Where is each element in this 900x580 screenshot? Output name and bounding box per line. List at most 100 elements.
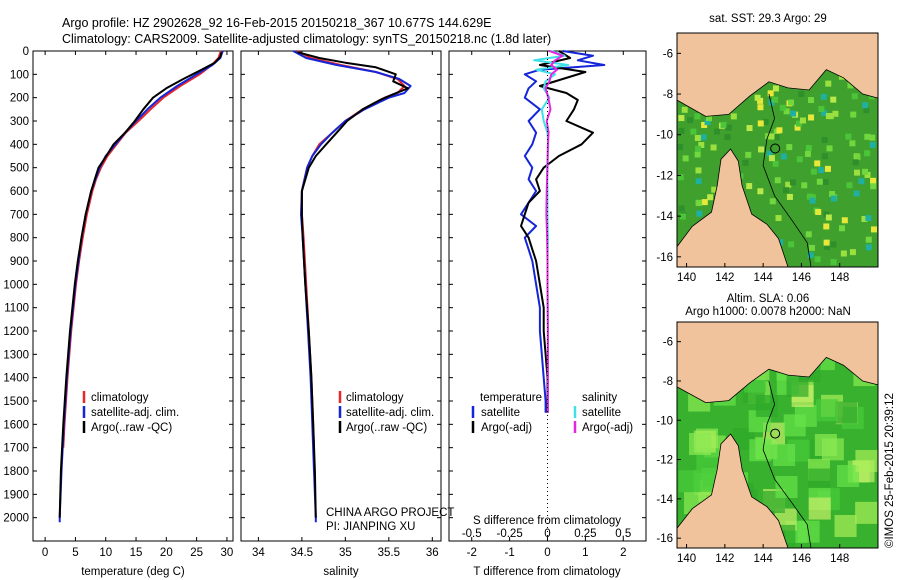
y-tick-label: 1200 [3,326,29,338]
map-frame [676,321,879,549]
map-cell [704,119,711,126]
y-tick-label: 1100 [4,303,29,315]
map-cell [829,191,836,198]
map-cell [821,137,828,144]
map-cell [746,183,753,190]
series-line-s-satellite [533,50,570,413]
map-cell [798,91,805,98]
map-cell [775,215,782,222]
land-cape-york [676,148,789,268]
map-cell [825,214,832,221]
lat-tick-label: -14 [656,211,673,223]
map-cell [768,99,775,106]
x-tick-label: -1 [504,547,514,559]
x-tick-label: 1 [582,547,588,559]
map-cell [678,115,685,122]
map-cell [754,94,761,101]
y-tick-label: 1700 [3,443,29,455]
map-cell [695,145,702,152]
x-tick-label: 20 [160,547,173,559]
x-tick-label: 34 [252,547,265,559]
map-cell [682,155,689,162]
map-cell [775,475,798,498]
x-tick-label: 0 [544,547,550,559]
map-cell [830,241,837,248]
map-cell [768,133,775,140]
map-cell [720,121,727,128]
lon-tick-label: 148 [830,553,849,565]
legend-t-satellite: satellite [481,407,520,419]
map-cell [790,110,797,117]
y-tick-label: 700 [10,209,29,221]
map-cell [841,217,848,224]
difference-legend: temperature satellite Argo(-adj) salinit… [471,392,633,434]
map-cell [825,113,832,120]
x-tick-label: 5 [72,547,78,559]
y-tick-label: 600 [10,186,29,198]
map-cell [861,215,868,222]
map-cell [772,160,779,167]
series-line-s-argo-adj- [544,50,564,413]
map-cell [745,151,752,158]
temperature-axes [32,50,234,542]
difference-xlabel-top: S difference from climatology [473,515,621,527]
map-cell [677,144,684,151]
map-cell [855,449,878,472]
y-tick-label: 1600 [3,419,29,431]
map-cell [850,111,857,118]
map-cell [870,226,877,233]
series-line-satellite-adj-clim- [58,50,224,523]
map-cell [695,167,702,174]
map-cell [822,178,829,185]
map-cell [732,427,755,450]
x-tick-label: -2 [467,547,477,559]
legend-climatology: climatology [346,392,404,404]
map-cell [725,124,732,131]
depth-contour [762,380,812,549]
map-cell [767,90,774,97]
difference-xlabel: T difference from climatology [473,566,620,578]
y-tick-label: 400 [10,139,29,151]
map-cell [690,128,697,135]
map-cell [838,225,845,232]
y-tick-label: 100 [10,69,29,81]
temperature-legend: climatology satellite-adj. clim. Argo(..… [82,391,179,434]
map-cell [836,464,859,487]
map-cell [799,117,806,124]
map-cell [786,374,809,397]
map-cell [864,133,871,140]
map-cell [870,177,877,184]
map-cell [821,438,844,461]
depth-contour [762,93,812,268]
map-cell [783,108,790,115]
lat-tick-label: -6 [663,337,673,349]
x-tick-label: 36 [426,547,439,559]
sla-map-title2: Argo h1000: 0.0078 h2000: NaN [685,306,851,318]
legend-s-argo: Argo(-adj) [582,422,633,434]
map-cell [758,146,765,153]
map-cell [818,167,825,174]
map-cell [681,106,688,113]
map-cell [783,414,806,437]
legend-argo: Argo(..raw -QC) [346,422,427,434]
map-cell [696,199,703,206]
map-cell [830,259,837,266]
salinity-xlabel: salinity [323,566,358,578]
map-cell [821,153,828,160]
map-cell [694,135,701,142]
map-cell [865,244,872,251]
y-tick-label: 800 [10,233,29,245]
x-tick-label: 10 [99,547,112,559]
float-location-marker [770,428,781,439]
map-cell [766,150,773,157]
map-cell [823,223,830,230]
temperature-xlabel: temperature (deg C) [81,566,185,578]
series-line-satellite-adj-clim- [292,50,412,523]
legend-t-argo: Argo(-adj) [481,422,532,434]
map-cell [788,99,795,106]
map-cell [746,125,753,132]
map-cell [870,183,877,190]
map-cell [801,182,808,189]
map-cell [806,193,813,200]
series-line-argo-raw-qc- [58,51,223,518]
